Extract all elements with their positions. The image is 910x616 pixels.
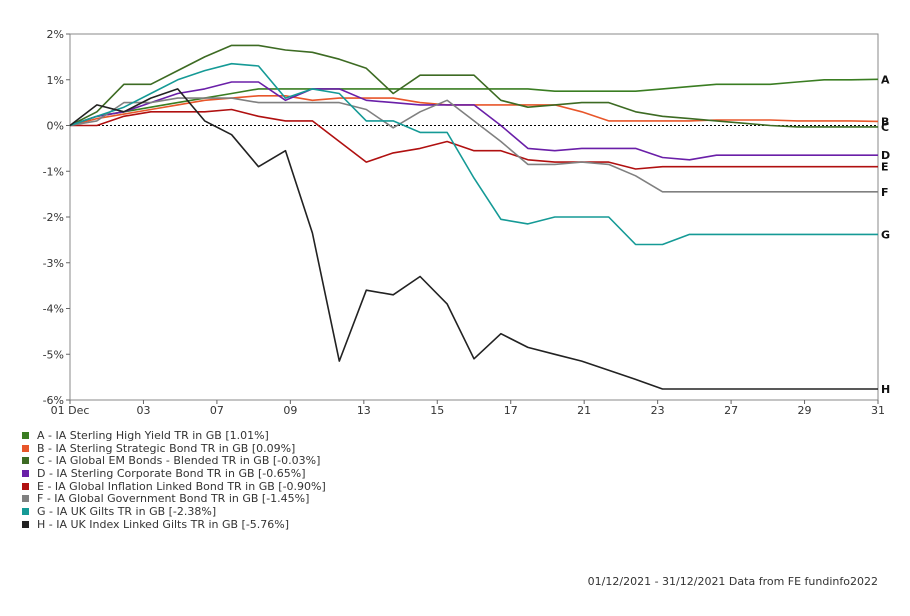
series-end-label-d: D: [881, 149, 890, 162]
y-tick-label: -2%: [43, 211, 64, 224]
axes: 2% 1% 0% -1% -2% -3% -4% -5% -6%01 Dec 03 07 09 13 15…: [43, 28, 885, 417]
legend-label: D - IA Sterling Corporate Bond TR in GB …: [37, 466, 306, 480]
x-tick-label: 15: [430, 404, 444, 417]
y-tick-label: 0%: [47, 120, 64, 133]
legend-swatch: [22, 457, 29, 465]
x-tick-label: 13: [357, 404, 371, 417]
legend-label: B - IA Sterling Strategic Bond TR in GB …: [37, 441, 296, 455]
y-tick-label: -3%: [43, 257, 64, 270]
y-tick-label: -4%: [43, 303, 64, 316]
legend-label: H - IA UK Index Linked Gilts TR in GB [-…: [37, 517, 290, 531]
x-tick-label: 09: [283, 404, 297, 417]
end-labels: A BC DEF G H: [881, 73, 890, 396]
x-tick-label: 27: [724, 404, 738, 417]
legend-swatch: [22, 520, 29, 528]
series-end-label-h: H: [881, 383, 890, 396]
footer-text: 01/12/2021 - 31/12/2021 Data from FE fun…: [587, 575, 878, 588]
series-end-label-e: E: [881, 161, 889, 174]
series-line-e: [70, 108, 878, 170]
legend-swatch: [22, 444, 29, 452]
x-tick-label: 07: [210, 404, 224, 417]
legend-item-c: C - IA Global EM Bonds - Blended TR in G…: [22, 454, 326, 467]
legend-label: E - IA Global Inflation Linked Bond TR i…: [37, 479, 326, 493]
legend-item-d: D - IA Sterling Corporate Bond TR in GB …: [22, 467, 326, 480]
series-end-label-a: A: [881, 73, 890, 86]
legend-swatch: [22, 482, 29, 490]
legend-item-h: H - IA UK Index Linked Gilts TR in GB [-…: [22, 518, 326, 531]
legend-label: C - IA Global EM Bonds - Blended TR in G…: [37, 454, 321, 468]
series-end-label-g: G: [881, 228, 890, 241]
legend-item-e: E - IA Global Inflation Linked Bond TR i…: [22, 480, 326, 493]
y-tick-label: 2%: [47, 28, 64, 41]
legend-swatch: [22, 495, 29, 503]
series-line-h: [69, 88, 878, 390]
series-line-g: [69, 62, 878, 246]
y-tick-label: 1%: [47, 74, 64, 87]
series-layer: [69, 44, 879, 390]
legend-swatch: [22, 469, 29, 477]
series-line-c: [69, 44, 878, 128]
x-tick-label: 03: [136, 404, 150, 417]
series-end-label-b: B: [881, 115, 889, 128]
y-tick-label: -1%: [43, 165, 64, 178]
series-line-d: [69, 81, 878, 161]
legend-item-f: F - IA Global Government Bond TR in GB […: [22, 492, 326, 505]
legend-item-a: A - IA Sterling High Yield TR in GB [1.0…: [22, 429, 326, 442]
x-tick-label: 21: [577, 404, 591, 417]
legend-label: A - IA Sterling High Yield TR in GB [1.0…: [37, 428, 269, 442]
y-tick-label: -6%: [43, 394, 64, 407]
y-tick-label: -5%: [43, 348, 64, 361]
series-end-label-f: F: [881, 186, 889, 199]
legend-item-g: G - IA UK Gilts TR in GB [-2.38%]: [22, 505, 326, 518]
legend-swatch: [22, 431, 29, 439]
legend-item-b: B - IA Sterling Strategic Bond TR in GB …: [22, 442, 326, 455]
x-tick-label: 29: [798, 404, 812, 417]
x-tick-label: 23: [651, 404, 665, 417]
legend-swatch: [22, 507, 29, 515]
series-line-f: [69, 97, 878, 193]
legend-label: F - IA Global Government Bond TR in GB […: [37, 492, 310, 506]
x-tick-label: 17: [504, 404, 518, 417]
series-end-label-c: C: [881, 121, 889, 134]
x-tick-label: 31: [871, 404, 885, 417]
x-tick-label: 01 Dec: [51, 404, 90, 417]
legend: A - IA Sterling High Yield TR in GB [1.0…: [22, 429, 326, 531]
legend-label: G - IA UK Gilts TR in GB [-2.38%]: [37, 504, 217, 518]
